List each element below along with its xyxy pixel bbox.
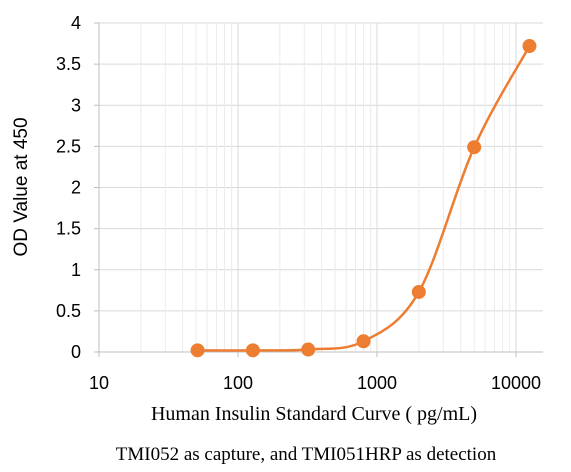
x-tick-label-3: 10000 (491, 373, 541, 393)
x-tick-label-0: 10 (89, 373, 109, 393)
y-tick-label-7: 3.5 (56, 54, 81, 74)
x-axis-title: Human Insulin Standard Curve ( pg/mL) (151, 403, 477, 425)
y-tick-label-0: 0 (71, 342, 81, 362)
y-axis-title: OD Value at 450 (11, 117, 32, 256)
y-tick-label-8: 4 (71, 13, 81, 33)
axes (94, 22, 543, 357)
y-tick-label-1: 0.5 (56, 301, 81, 321)
y-tick-label-3: 1.5 (56, 219, 81, 239)
data-series (190, 39, 537, 358)
data-point-5 (467, 140, 482, 155)
grid-lines (99, 22, 543, 352)
tick-labels: 0 0.5 1 1.5 2 2.5 3 3.5 4 10 100 1000 10000 (56, 13, 541, 393)
data-point-3 (356, 334, 371, 349)
y-tick-label-2: 1 (71, 260, 81, 280)
x-tick-label-1: 100 (223, 373, 253, 393)
data-point-4 (411, 284, 426, 299)
data-point-0 (190, 343, 205, 358)
y-tick-label-6: 3 (71, 95, 81, 115)
data-point-2 (301, 342, 316, 357)
data-point-1 (245, 343, 260, 358)
y-tick-label-5: 2.5 (56, 136, 81, 156)
chart-caption: TMI052 as capture, and TMI051HRP as dete… (116, 444, 497, 465)
data-point-6 (522, 39, 537, 54)
x-tick-label-2: 1000 (357, 373, 397, 393)
y-tick-label-4: 2 (71, 178, 81, 198)
